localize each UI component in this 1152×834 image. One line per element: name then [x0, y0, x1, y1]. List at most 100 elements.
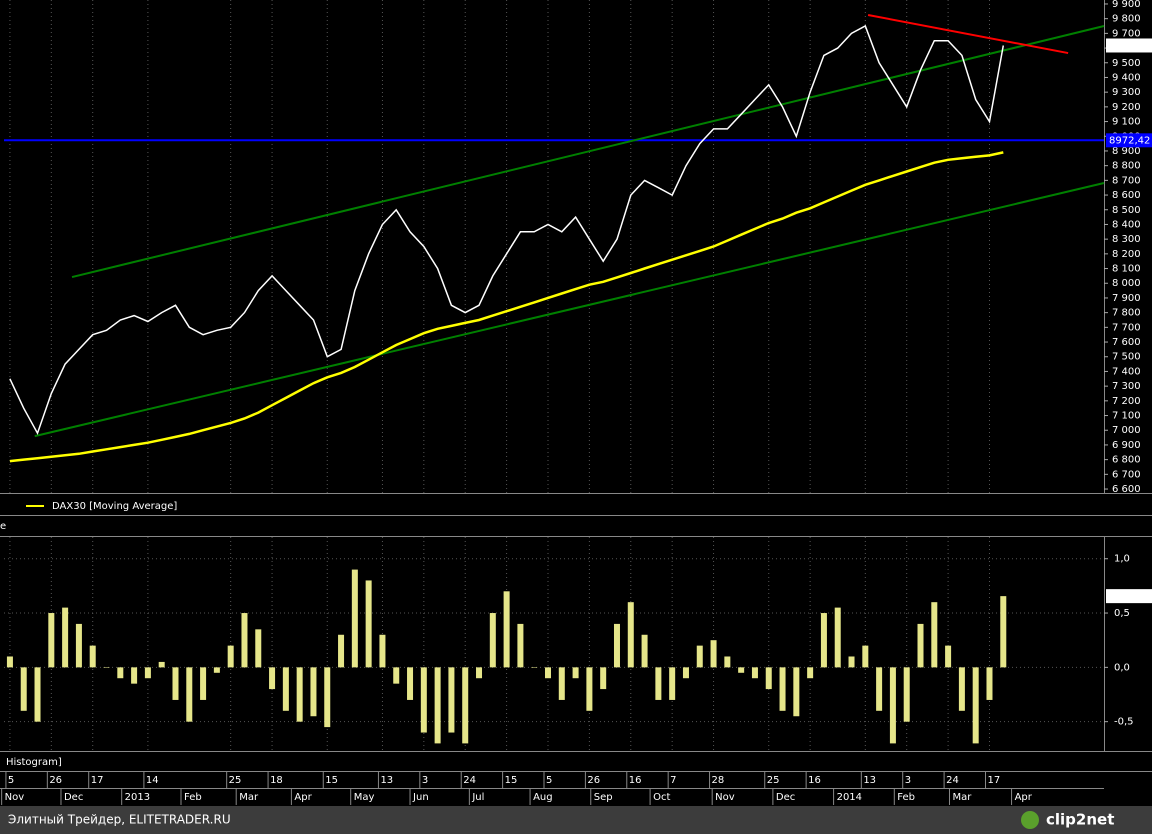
histogram-bar [144, 667, 151, 679]
histogram-bar [241, 613, 248, 668]
histogram-bar [531, 667, 538, 668]
y-tick-label: 9 700 [1112, 28, 1141, 39]
x-tick-label: 15 [505, 775, 518, 786]
histogram-bar [255, 629, 262, 668]
histogram-bar [986, 667, 993, 700]
month-label: Nov [5, 792, 25, 803]
histogram-bar [958, 667, 965, 711]
x-tick-label: 26 [49, 775, 62, 786]
histogram-bar [751, 667, 758, 679]
month-label: Jul [471, 792, 484, 803]
histogram-bar [572, 667, 579, 679]
y-tick-label: 7 400 [1112, 366, 1141, 377]
x-tick-label: 3 [422, 775, 428, 786]
histogram-bar [351, 569, 358, 668]
histogram-bar [793, 667, 800, 717]
histogram-bar [586, 667, 593, 711]
y-tick-label: 9 800 [1112, 14, 1141, 25]
histogram-bar [807, 667, 814, 679]
histogram-bar [310, 667, 317, 717]
y-tick-label: 6 800 [1112, 455, 1141, 466]
y-tick-label: 0,0 [1114, 662, 1130, 673]
y-tick-label: 7 200 [1112, 396, 1141, 407]
y-tick-label: 6 900 [1112, 440, 1141, 451]
histogram-bar [834, 607, 841, 668]
y-tick-label: 6 700 [1112, 469, 1141, 480]
histogram-bar [696, 645, 703, 668]
y-tick-label: 9 300 [1112, 87, 1141, 98]
month-label: Apr [294, 792, 312, 803]
y-tick-label: 7 700 [1112, 322, 1141, 333]
footer-bar [0, 806, 1152, 834]
logo-icon [1021, 811, 1039, 829]
histogram-bar [117, 667, 124, 679]
histogram-bar [213, 667, 220, 673]
y-tick-label: 9 100 [1112, 117, 1141, 128]
month-label: Sep [594, 792, 613, 803]
footer-text: Элитный Трейдер, ELITETRADER.RU [8, 813, 231, 827]
x-tick-label: 26 [587, 775, 600, 786]
histogram-bar [820, 613, 827, 668]
histogram-bar [903, 667, 910, 722]
histogram-bar [862, 645, 869, 668]
y-tick-label: 9 900 [1112, 0, 1141, 10]
histogram-bar [738, 667, 745, 673]
y-tick-label: -0,5 [1114, 717, 1134, 728]
histogram-bar [724, 656, 731, 668]
histogram-bar [476, 667, 483, 679]
y-tick-label: 0,5 [1114, 608, 1130, 619]
level-label-box [1106, 133, 1152, 148]
price-line [9, 24, 1005, 436]
y-tick-label: 7 600 [1112, 337, 1141, 348]
month-label: Feb [184, 792, 202, 803]
histogram-bar [876, 667, 883, 711]
y-tick-label: 8 500 [1112, 205, 1141, 216]
x-tick-label: 5 [8, 775, 14, 786]
histogram-bar [393, 667, 400, 684]
histogram-bar [669, 667, 676, 700]
y-tick-label: 8 800 [1112, 161, 1141, 172]
y-tick-label: 7 900 [1112, 293, 1141, 304]
month-label: Dec [64, 792, 83, 803]
histogram-bar [1000, 596, 1007, 668]
histogram-bar [186, 667, 193, 722]
y-tick-label: 9 400 [1112, 72, 1141, 83]
x-tick-label: 16 [808, 775, 821, 786]
histogram-bar [324, 667, 331, 728]
histogram-bar [89, 645, 96, 668]
x-tick-label: 15 [325, 775, 338, 786]
y-tick-label: 7 800 [1112, 308, 1141, 319]
histogram-bar [682, 667, 689, 679]
y-tick-label: 8 200 [1112, 249, 1141, 260]
y-tick-label: 8 400 [1112, 219, 1141, 230]
histogram-bar [627, 602, 634, 668]
histogram-bar [489, 613, 496, 668]
y-tick-label: 8 000 [1112, 278, 1141, 289]
histogram-bar [227, 645, 234, 668]
y-tick-label: 8 700 [1112, 175, 1141, 186]
histogram-bar [503, 591, 510, 668]
panel-title: Histogram] [6, 757, 62, 768]
histogram-bar [48, 613, 55, 668]
month-label: Apr [1015, 792, 1033, 803]
histogram-bar [779, 667, 786, 711]
logo-text: clip2net [1046, 811, 1114, 829]
histogram-bar [917, 623, 924, 668]
histogram-bar [517, 623, 524, 668]
level-label: 8972,42 [1109, 135, 1150, 146]
histogram-bar [462, 667, 469, 744]
histogram-bar [931, 602, 938, 668]
y-tick-label: 6 600 [1112, 484, 1141, 495]
month-label: Jun [412, 792, 429, 803]
month-label: Aug [533, 792, 553, 803]
last-price-box [1106, 38, 1152, 53]
histogram-bar [972, 667, 979, 744]
last-value-box [1106, 589, 1152, 604]
histogram-bar [75, 623, 82, 668]
month-label: Mar [952, 792, 972, 803]
histogram-bar [600, 667, 607, 690]
x-tick-label: 13 [380, 775, 393, 786]
month-label: Nov [715, 792, 735, 803]
trend-line [71, 25, 1105, 279]
x-tick-label: 14 [146, 775, 159, 786]
